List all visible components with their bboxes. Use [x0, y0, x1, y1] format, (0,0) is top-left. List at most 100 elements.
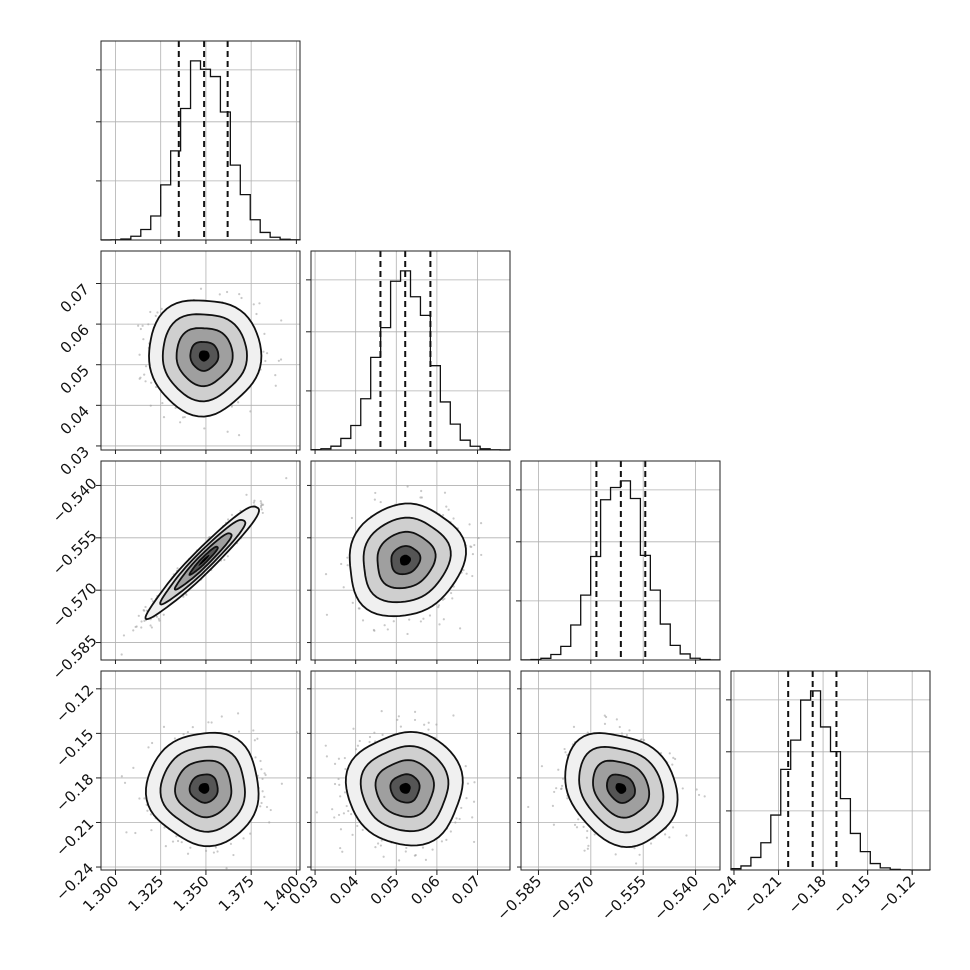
contour-line: [189, 340, 220, 372]
sample-point: [586, 847, 589, 850]
panel-frame: [730, 670, 931, 871]
panel-content: [101, 671, 300, 870]
sample-point: [325, 755, 329, 758]
histogram-3: [730, 690, 931, 871]
sample-point: [674, 757, 677, 761]
density-peak: [615, 783, 627, 794]
x-tick-label-0: 1.375: [215, 872, 258, 915]
sample-point: [448, 875, 450, 877]
sample-point: [441, 598, 444, 601]
sample-point: [262, 350, 265, 353]
sample-point: [438, 623, 441, 626]
panel-content: [101, 251, 300, 468]
sample-point: [379, 844, 383, 847]
sample-point: [466, 782, 470, 785]
sample-point: [471, 816, 474, 819]
panel-frame: [100, 460, 301, 661]
sample-point: [428, 614, 432, 617]
sample-point: [427, 721, 430, 724]
y-tick-label-3: −0.18: [52, 770, 97, 815]
sample-point: [190, 457, 192, 459]
sample-point: [147, 746, 150, 749]
y-tick-label-2: −0.585: [49, 631, 101, 683]
sample-point: [358, 739, 361, 743]
panel-frame: [100, 40, 301, 241]
x-tick-label-3: −0.21: [740, 872, 785, 917]
sample-point: [139, 327, 142, 331]
contour-line: [359, 745, 450, 833]
sample-point: [232, 853, 235, 857]
sample-point: [183, 415, 186, 419]
sample-point: [527, 805, 530, 809]
sample-point: [346, 564, 349, 567]
sample-point: [381, 733, 384, 736]
sample-point: [471, 552, 475, 556]
sample-point: [163, 466, 165, 468]
sample-point: [242, 837, 245, 840]
sample-point: [672, 756, 675, 759]
panel-frame: [100, 250, 301, 451]
sample-point: [625, 734, 629, 737]
sample-point: [230, 405, 233, 408]
sample-point: [628, 729, 631, 732]
sample-point: [561, 777, 565, 780]
sample-point: [164, 844, 167, 848]
sample-point: [259, 506, 263, 509]
contour-line: [564, 732, 679, 849]
hist-panel-2: [516, 460, 721, 661]
sample-point: [540, 765, 544, 768]
sample-point: [462, 568, 465, 572]
scatter-panel-2-0: [100, 460, 301, 661]
sample-point: [269, 808, 272, 812]
sample-point: [339, 795, 342, 798]
sample-point: [452, 714, 455, 717]
sample-point: [437, 604, 441, 607]
sample-point: [158, 619, 161, 622]
sample-point: [354, 748, 358, 751]
sample-point: [396, 718, 399, 721]
y-tick-label-1: 0.04: [57, 402, 93, 438]
sample-point: [380, 710, 383, 713]
sample-point: [137, 614, 140, 617]
sample-point: [374, 491, 377, 495]
sample-point: [260, 801, 263, 805]
sample-point: [154, 314, 157, 317]
sample-point: [161, 401, 164, 405]
sample-point: [280, 319, 283, 322]
sample-point: [587, 844, 590, 847]
sample-point: [143, 373, 146, 376]
sample-point: [634, 862, 638, 865]
sample-point: [157, 617, 160, 620]
sample-point: [191, 726, 194, 729]
sample-point: [173, 737, 177, 740]
sample-point: [552, 823, 556, 826]
sample-point: [372, 628, 375, 632]
sample-point: [143, 609, 146, 612]
sample-point: [383, 624, 386, 627]
sample-point: [265, 352, 269, 355]
sample-point: [123, 781, 127, 784]
sample-point: [149, 310, 152, 314]
sample-point: [252, 729, 255, 732]
sample-point: [146, 809, 149, 812]
sample-point: [451, 597, 454, 600]
sample-point: [225, 290, 229, 294]
sample-point: [697, 793, 701, 797]
sample-point: [134, 625, 137, 629]
sample-point: [150, 626, 153, 629]
sample-point: [555, 787, 558, 790]
sample-point: [344, 767, 347, 771]
sample-point: [445, 505, 448, 508]
sample-point: [427, 728, 430, 731]
sample-point: [345, 804, 348, 808]
sample-point: [668, 836, 671, 839]
sample-point: [259, 759, 262, 763]
sample-point: [440, 840, 444, 843]
panel-frame: [100, 670, 301, 871]
sample-point: [343, 791, 347, 794]
sample-point: [681, 787, 684, 790]
sample-point: [551, 804, 554, 807]
contour-line: [174, 759, 233, 819]
sample-point: [414, 854, 417, 857]
sample-point: [218, 293, 221, 296]
